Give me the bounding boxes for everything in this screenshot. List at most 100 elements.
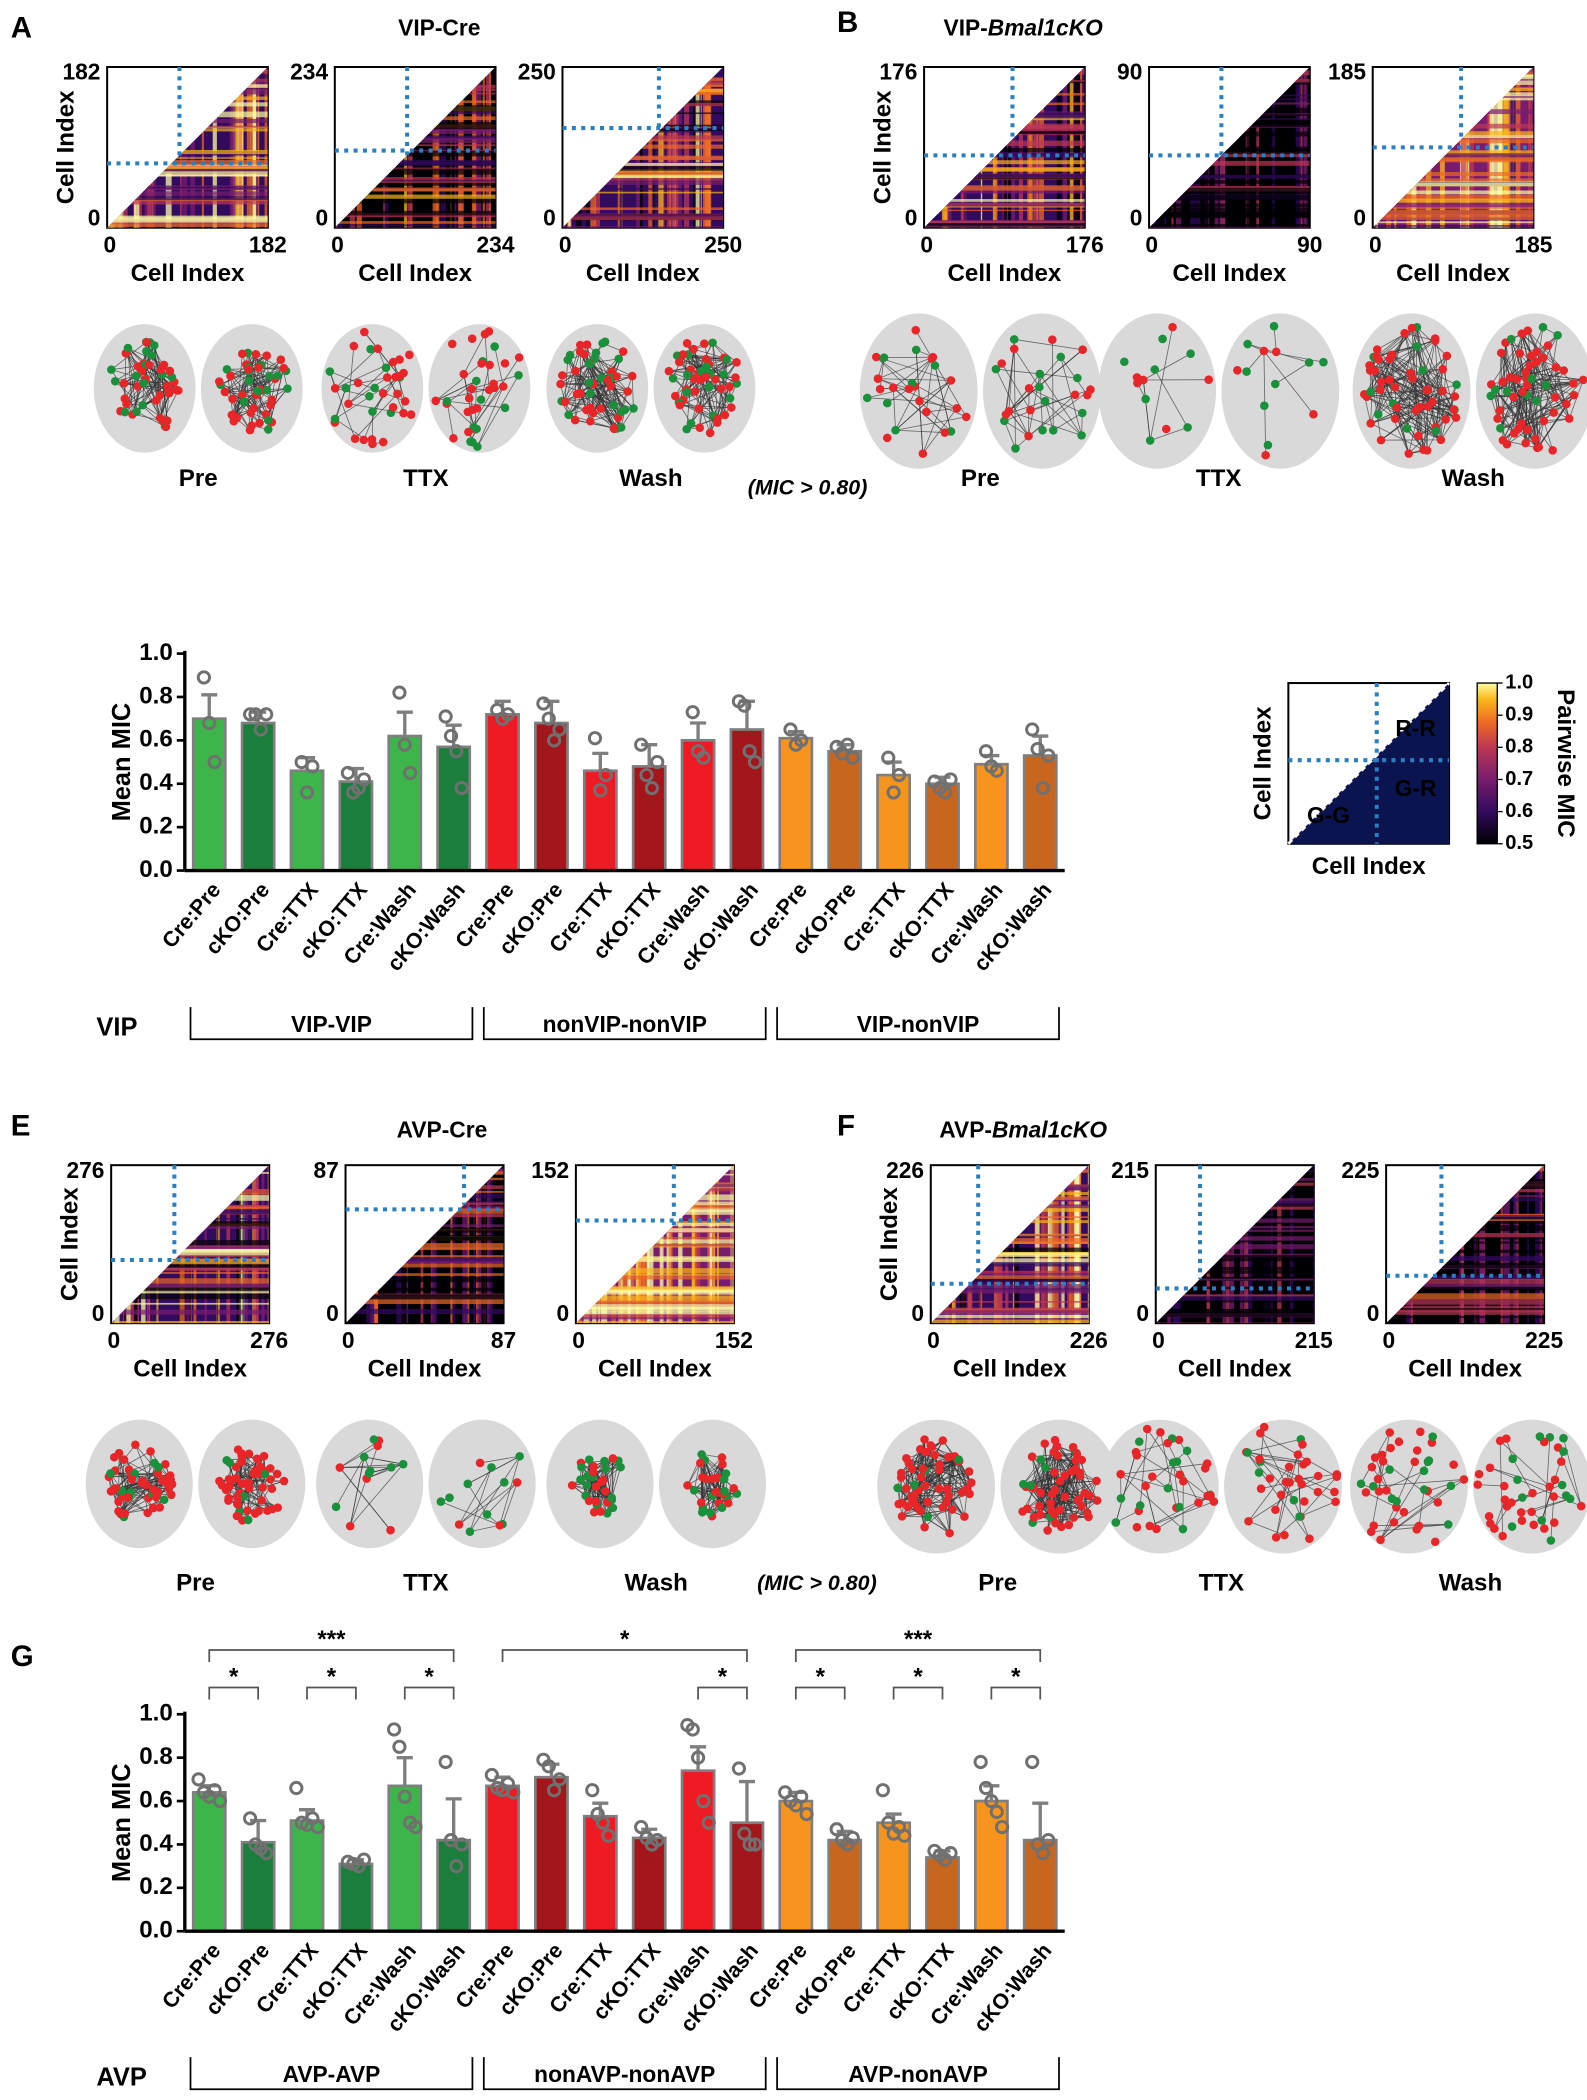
edge [579,344,615,429]
data-point [243,1811,258,1826]
matrix-stripe [1149,192,1310,195]
data-point [541,1759,556,1774]
node [1549,1518,1559,1527]
node [1452,380,1461,389]
node [708,1474,718,1484]
node [623,387,633,396]
y-tick-label: 0.8 [139,682,173,709]
node [701,1474,711,1484]
node [1450,392,1460,401]
matrix-stripe [1149,174,1310,179]
node [1559,1447,1568,1456]
edge [895,416,967,431]
node [1517,1493,1527,1502]
bar [240,1840,276,1933]
node [722,355,731,364]
node [1449,1460,1458,1469]
node [489,379,498,389]
matrix-stripe [495,66,496,228]
node [1412,342,1421,351]
node [365,1466,375,1476]
error-bar [738,1779,755,1823]
group-bracket [482,1007,767,1041]
node [225,1458,235,1468]
x-tick-label: 250 [704,231,742,257]
node [1332,1472,1341,1482]
node [1145,1521,1155,1531]
matrix-stripe [107,199,268,205]
data-point [994,1819,1010,1835]
node [473,442,482,451]
edge [1120,1432,1161,1499]
edge [1004,420,1029,437]
node [1446,1481,1456,1491]
matrix-stripe [1007,66,1011,228]
node [445,1493,454,1502]
bar [436,1838,472,1933]
row-label: AVP [96,2063,146,2091]
matrix-stripe [924,199,1085,202]
matrix-stripe [1060,1165,1065,1324]
matrix-stripe [1386,1278,1545,1284]
matrix-stripe [930,1314,1089,1319]
edge [1374,327,1418,372]
edge [906,1457,970,1495]
node [725,393,735,403]
edge [705,376,732,408]
bar [289,1819,325,1933]
edge [1159,1432,1177,1508]
data-point [356,1852,372,1867]
panel-letter: B [837,6,858,39]
node [1495,1436,1505,1446]
matrix-stripe [107,196,268,201]
node [1410,1457,1420,1467]
node [226,371,235,381]
node [718,1459,727,1469]
matrix-stripe [562,216,724,220]
node [948,1505,957,1514]
y-tick-label: 0.0 [139,856,173,883]
data-point [454,781,469,796]
matrix-stripe [1372,202,1534,208]
bar [778,736,814,872]
node [1150,365,1160,374]
edge [895,380,952,431]
matrix-stripe [1155,1294,1314,1301]
edge [1150,427,1188,441]
x-tick-label: 0 [103,231,116,257]
node [279,1476,289,1486]
node [349,341,359,351]
matrix-stripe [1539,1165,1544,1324]
panel-title: VIP-Bmal1cKO [944,15,1104,41]
node [723,1498,733,1508]
matrix-stripe [1037,66,1044,228]
node [1293,1450,1303,1459]
edge [698,407,732,409]
edge [922,380,952,454]
node [558,371,567,380]
node [335,1463,345,1472]
node [388,403,398,412]
node [237,1451,246,1460]
edge [1259,1458,1307,1463]
matrix-stripe [1155,1270,1314,1274]
x-axis-label: Cell Index [948,260,1062,287]
node [484,327,494,336]
edge [118,1453,120,1502]
node [1449,405,1459,414]
condition-label: Wash [625,1570,688,1597]
edge [948,1495,965,1517]
node [920,1522,929,1532]
node [689,374,699,384]
edge [458,1482,505,1525]
group-bracket [776,2057,1060,2091]
data-point [794,1789,809,1804]
matrix-stripe [1535,1165,1541,1324]
node [149,341,159,350]
node [1147,1472,1157,1481]
matrix-stripe [1018,1165,1021,1324]
node [863,393,872,403]
node [705,1508,715,1518]
node [575,340,585,350]
matrix-stripe [930,1252,1089,1257]
